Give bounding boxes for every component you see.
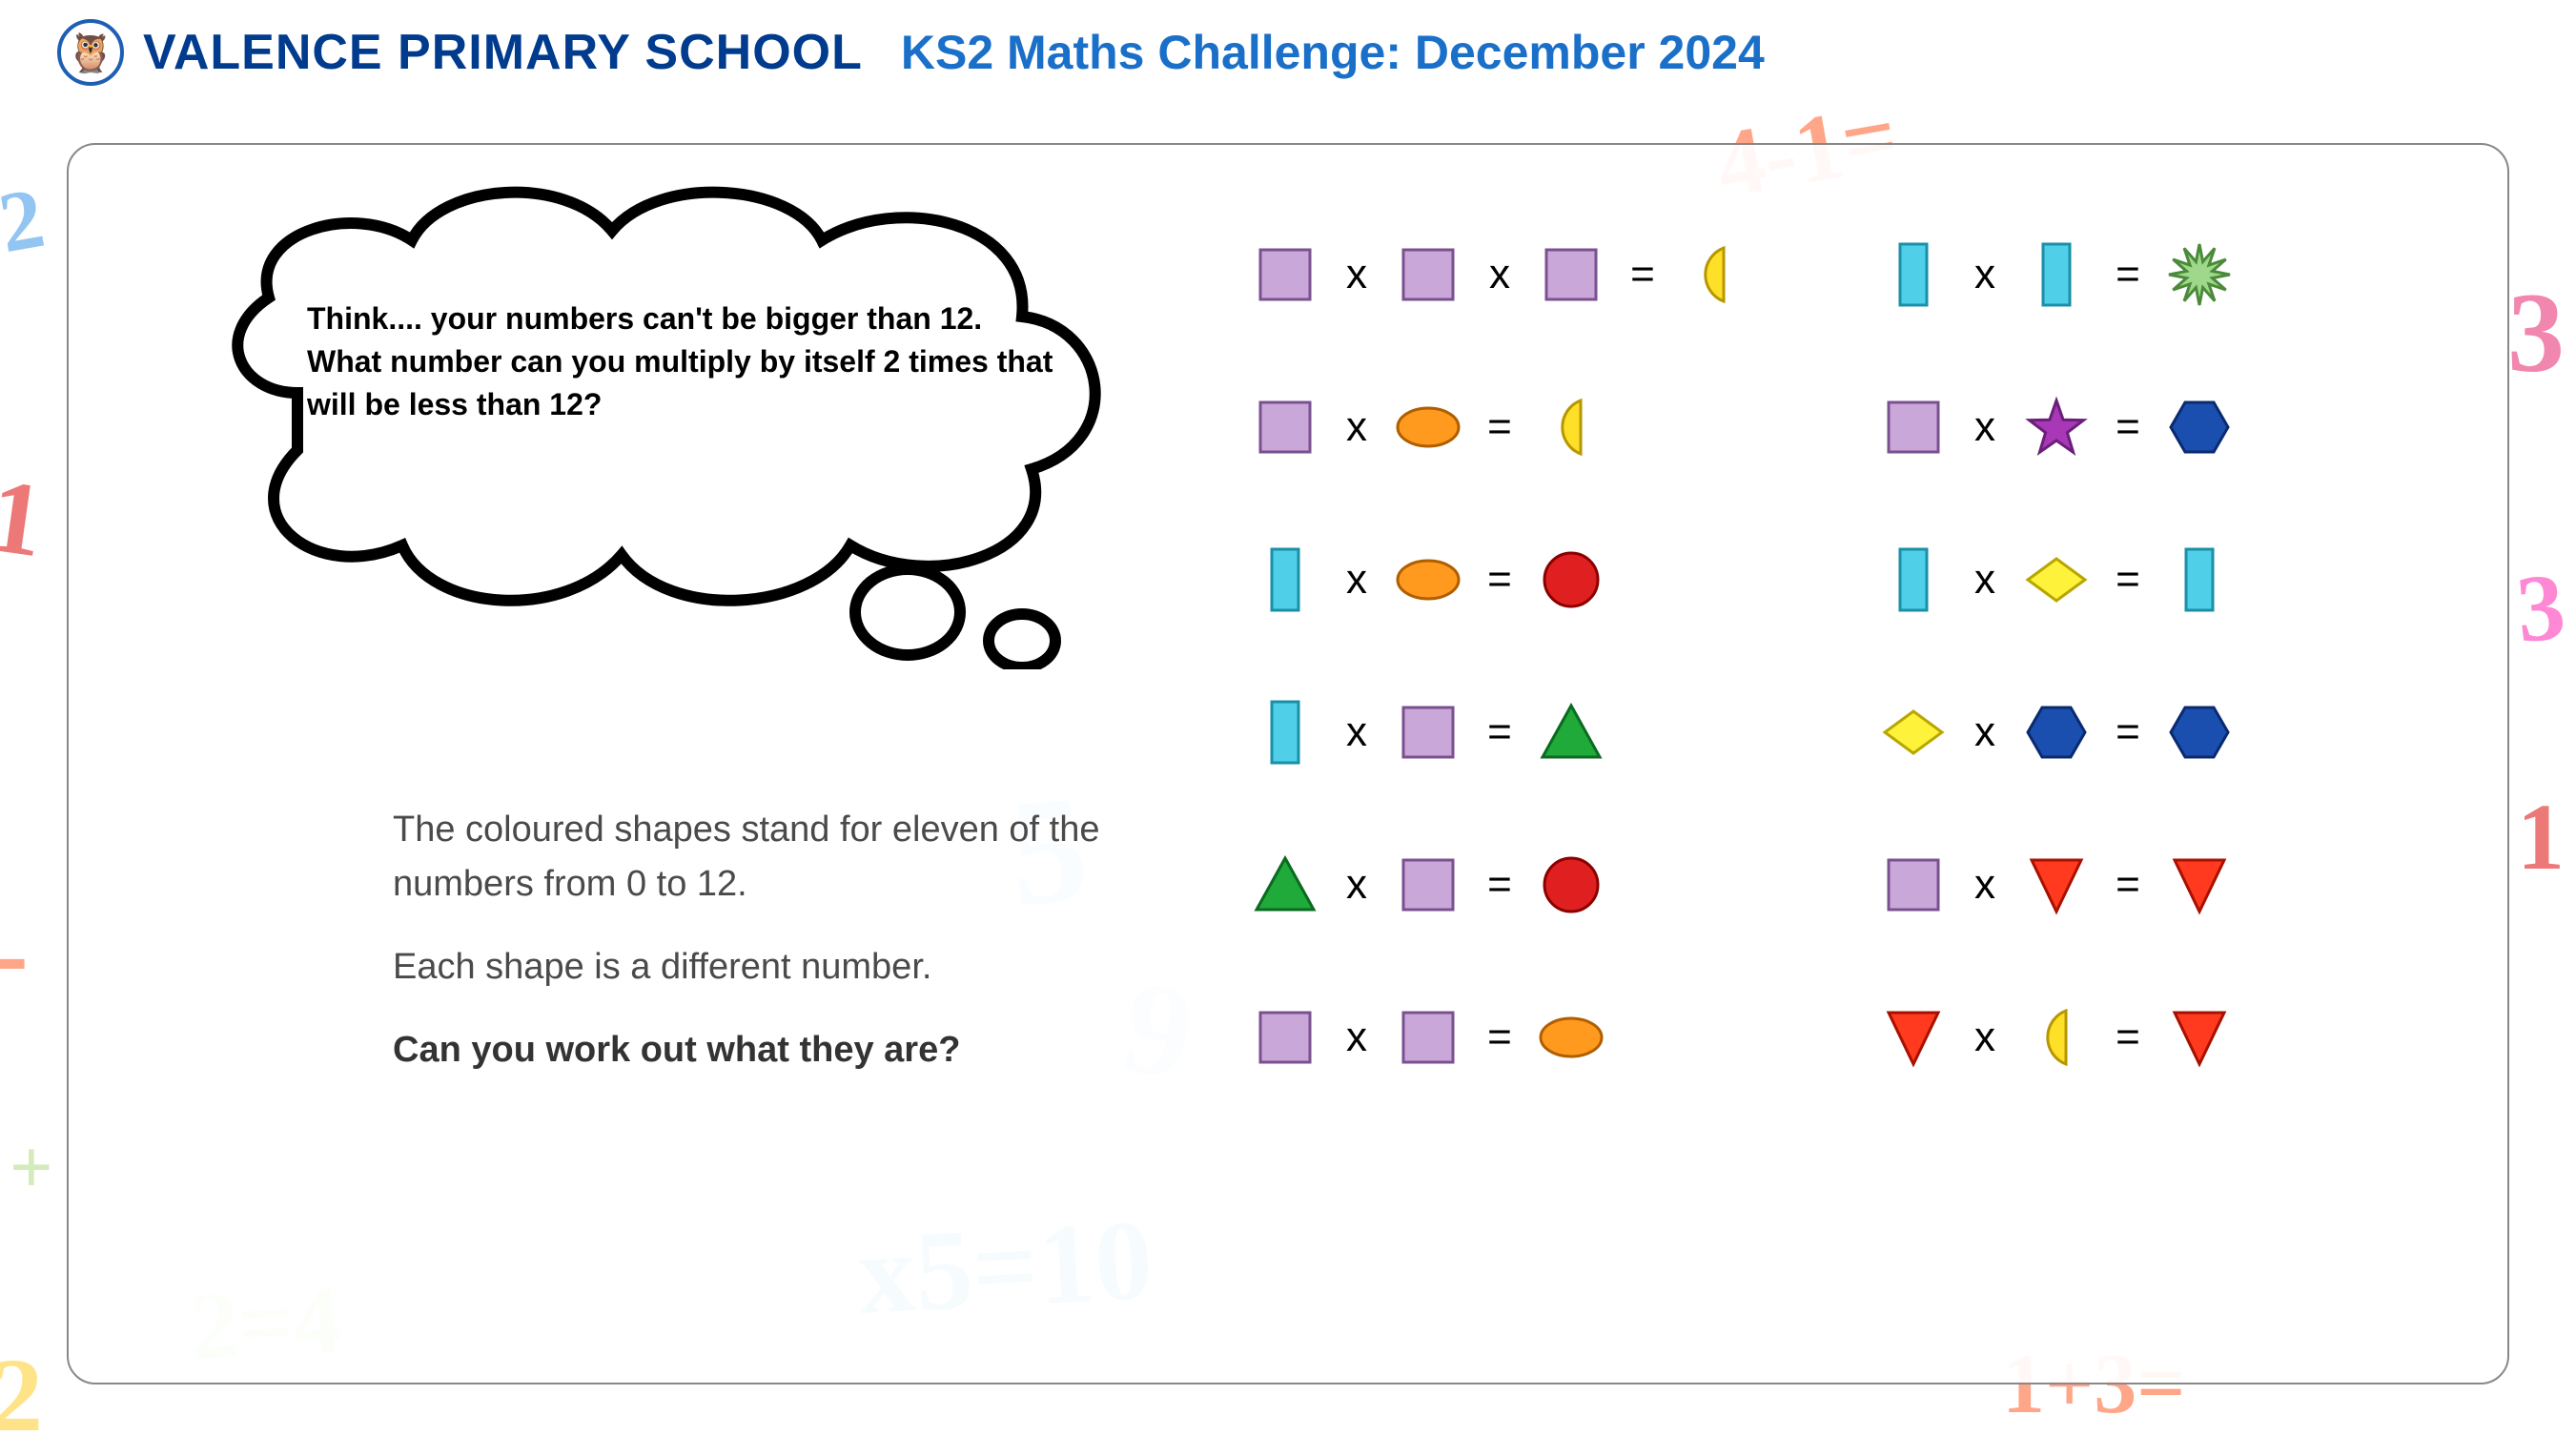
multiply-operator: x	[1342, 861, 1371, 909]
multiply-operator: x	[1342, 556, 1371, 604]
instruction-line-3: Can you work out what they are?	[393, 1023, 1155, 1077]
equals-operator: =	[1628, 251, 1657, 298]
instructions: The coloured shapes stand for eleven of …	[393, 803, 1155, 1106]
scribble-text: 3	[2512, 551, 2569, 665]
equals-operator: =	[1485, 556, 1514, 604]
thought-bubble: Think.... your numbers can't be bigger t…	[145, 174, 1175, 669]
scribble-text: +	[10, 1125, 53, 1212]
red-circle-icon	[1537, 545, 1605, 614]
logo-emoji: 🦉	[67, 31, 114, 75]
thought-text: Think.... your numbers can't be bigger t…	[307, 297, 1089, 425]
school-logo-icon: 🦉	[57, 19, 124, 86]
green-triangle-icon	[1537, 698, 1605, 767]
multiply-operator: x	[1485, 251, 1514, 298]
equation-row: x=	[1879, 851, 2450, 919]
lilac-square-icon	[1251, 393, 1319, 461]
instruction-line-1: The coloured shapes stand for eleven of …	[393, 803, 1155, 912]
scribble-text: 1	[2517, 782, 2565, 892]
cyan-rect-icon	[1879, 240, 1948, 309]
equals-operator: =	[1485, 708, 1514, 756]
green-starburst-icon	[2165, 240, 2234, 309]
lilac-square-icon	[1879, 851, 1948, 919]
multiply-operator: x	[1342, 251, 1371, 298]
equation-row: x=	[1879, 1003, 2450, 1072]
equation-row: x=	[1879, 545, 2450, 614]
equals-operator: =	[2114, 556, 2142, 604]
cyan-rect-icon	[2165, 545, 2234, 614]
multiply-operator: x	[1971, 403, 1999, 451]
lilac-square-icon	[1394, 1003, 1462, 1072]
equals-operator: =	[2114, 861, 2142, 909]
challenge-title: KS2 Maths Challenge: December 2024	[901, 25, 1765, 80]
equation-row: x=	[1251, 393, 1822, 461]
equation-row: x x =	[1251, 240, 1822, 309]
header: 🦉 VALENCE PRIMARY SCHOOL KS2 Maths Chall…	[0, 0, 2576, 105]
multiply-operator: x	[1971, 1014, 1999, 1061]
red-invtriangle-icon	[2022, 851, 2091, 919]
orange-ellipse-icon	[1537, 1003, 1605, 1072]
multiply-operator: x	[1971, 556, 1999, 604]
yellow-halfmoon-icon	[1680, 240, 1748, 309]
equation-row: x=	[1251, 698, 1822, 767]
yellow-diamond-icon	[2022, 545, 2091, 614]
equation-row: x=	[1879, 393, 2450, 461]
lilac-square-icon	[1537, 240, 1605, 309]
cyan-rect-icon	[1879, 545, 1948, 614]
multiply-operator: x	[1342, 403, 1371, 451]
equals-operator: =	[1485, 861, 1514, 909]
yellow-halfmoon-icon	[2022, 1003, 2091, 1072]
equals-operator: =	[2114, 708, 2142, 756]
equation-row: x=	[1879, 698, 2450, 767]
multiply-operator: x	[1342, 708, 1371, 756]
cyan-rect-icon	[2022, 240, 2091, 309]
scribble-text: 2	[0, 1335, 43, 1456]
lilac-square-icon	[1394, 698, 1462, 767]
orange-ellipse-icon	[1394, 545, 1462, 614]
scribble-text: 3	[2507, 267, 2565, 399]
lilac-square-icon	[1394, 240, 1462, 309]
equations-grid: xx=x=x=x=x=x=x=x=x=x=x=x=	[1251, 240, 2450, 1072]
equals-operator: =	[2114, 1014, 2142, 1061]
yellow-halfmoon-icon	[1537, 393, 1605, 461]
red-invtriangle-icon	[1879, 1003, 1948, 1072]
red-invtriangle-icon	[2165, 1003, 2234, 1072]
equals-operator: =	[1485, 1014, 1514, 1061]
yellow-diamond-icon	[1879, 698, 1948, 767]
equals-operator: =	[1485, 403, 1514, 451]
lilac-square-icon	[1394, 851, 1462, 919]
cyan-rect-icon	[1251, 698, 1319, 767]
equals-operator: =	[2114, 403, 2142, 451]
scribble-text: 1	[0, 455, 51, 582]
equation-row: x=	[1879, 240, 2450, 309]
multiply-operator: x	[1971, 251, 1999, 298]
cyan-rect-icon	[1251, 545, 1319, 614]
scribble-text: -	[0, 887, 29, 1018]
multiply-operator: x	[1971, 861, 1999, 909]
blue-hexagon-icon	[2022, 698, 2091, 767]
purple-star-icon	[2022, 393, 2091, 461]
red-circle-icon	[1537, 851, 1605, 919]
lilac-square-icon	[1251, 240, 1319, 309]
orange-ellipse-icon	[1394, 393, 1462, 461]
equation-row: x=	[1251, 545, 1822, 614]
equals-operator: =	[2114, 251, 2142, 298]
equation-row: x=	[1251, 1003, 1822, 1072]
multiply-operator: x	[1971, 708, 1999, 756]
blue-hexagon-icon	[2165, 393, 2234, 461]
red-invtriangle-icon	[2165, 851, 2234, 919]
multiply-operator: x	[1342, 1014, 1371, 1061]
equation-row: x=	[1251, 851, 1822, 919]
instruction-line-2: Each shape is a different number.	[393, 940, 1155, 995]
challenge-card: Think.... your numbers can't be bigger t…	[67, 143, 2509, 1384]
blue-hexagon-icon	[2165, 698, 2234, 767]
school-name: VALENCE PRIMARY SCHOOL	[143, 24, 863, 81]
scribble-text: 2	[0, 169, 51, 273]
green-triangle-icon	[1251, 851, 1319, 919]
lilac-square-icon	[1879, 393, 1948, 461]
lilac-square-icon	[1251, 1003, 1319, 1072]
